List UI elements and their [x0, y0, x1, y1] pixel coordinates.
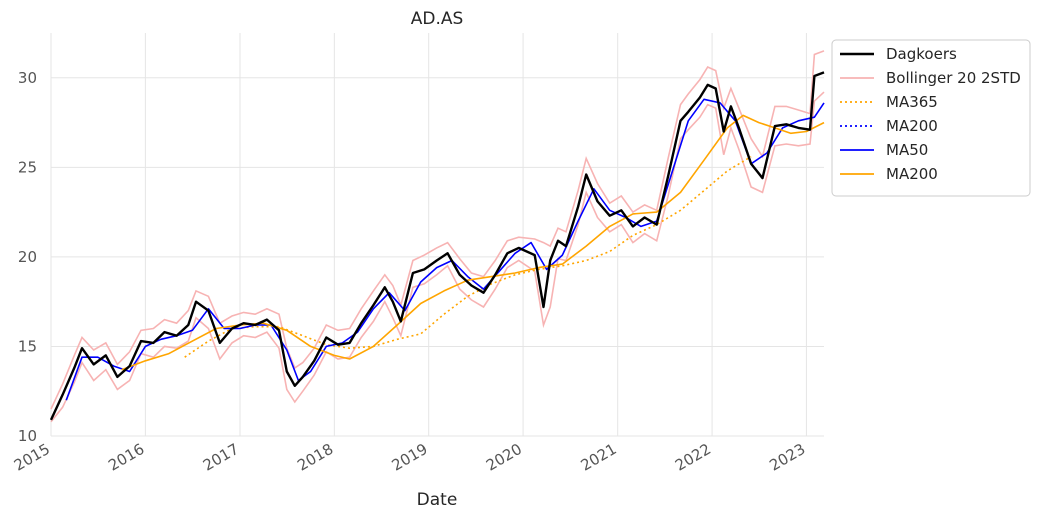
legend-label: MA200 — [886, 165, 938, 183]
series-line-bollinger — [50, 50, 825, 410]
series-group — [49, 50, 825, 423]
y-tick-label: 15 — [18, 337, 37, 355]
x-tick-label: 2016 — [105, 440, 147, 475]
legend-label: Bollinger 20 2STD — [886, 69, 1021, 87]
legend-label: Dagkoers — [886, 45, 957, 63]
x-tick-label: 2017 — [200, 440, 242, 475]
series-line-dagkoers — [49, 71, 825, 421]
x-tick-label: 2020 — [483, 440, 525, 475]
legend: Dagkoers Bollinger 20 2STD MA365 MA200 MA50 M… — [831, 39, 1031, 197]
legend-label: MA50 — [886, 141, 928, 159]
grid — [50, 33, 824, 437]
x-tick-label: 2021 — [578, 440, 620, 475]
chart-title: AD.AS — [411, 9, 464, 29]
x-tick-label: 2018 — [294, 440, 336, 475]
x-tick-label: 2022 — [672, 440, 714, 475]
y-tick-label: 20 — [18, 248, 37, 266]
legend-label: MA200 — [886, 117, 938, 135]
legend-box — [831, 39, 1031, 197]
x-tick-label: 2015 — [11, 440, 53, 475]
series-line-bollinger — [50, 91, 825, 423]
x-axis: 2015 2016 2017 2018 2019 2020 2021 2022 2023 — [11, 440, 808, 475]
x-tick-label: 2023 — [766, 440, 808, 475]
y-tick-label: 30 — [18, 69, 37, 87]
y-tick-label: 25 — [18, 158, 37, 176]
series-line-ma200 — [121, 114, 825, 371]
legend-label: MA365 — [886, 93, 938, 111]
x-axis-label: Date — [417, 490, 458, 510]
y-axis: 10 15 20 25 30 — [18, 69, 37, 445]
x-tick-label: 2019 — [389, 440, 431, 475]
series-line-ma50 — [65, 98, 825, 401]
y-tick-label: 10 — [18, 427, 37, 445]
